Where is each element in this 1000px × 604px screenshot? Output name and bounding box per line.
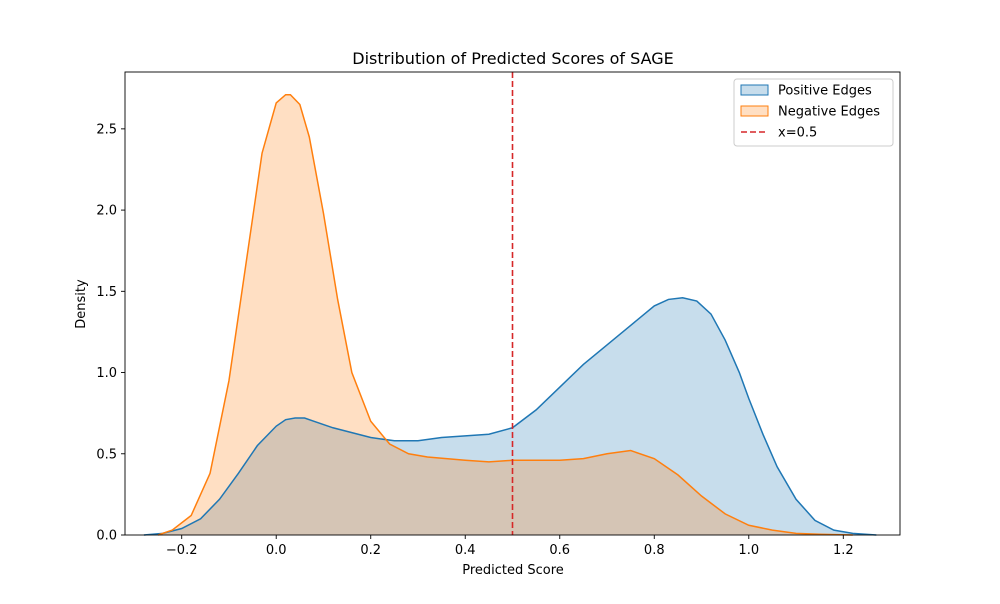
axes-frame	[124, 71, 901, 536]
x-tick-label: 1.0	[738, 543, 759, 558]
series-1-fill	[158, 94, 853, 536]
y-tick-label: 1.0	[96, 366, 117, 381]
series-1-line	[157, 93, 853, 536]
y-tick-label: 0.0	[96, 529, 117, 544]
x-tick-label: 0.8	[644, 543, 665, 558]
legend: Positive Edges Negative Edges x=0.5	[733, 78, 894, 147]
x-tick-label: −0.2	[166, 543, 198, 558]
legend-swatch-0	[740, 84, 769, 96]
x-tick-label: 1.2	[833, 543, 854, 558]
x-axis-label: Predicted Score	[462, 563, 564, 578]
legend-swatch-1	[740, 105, 769, 117]
legend-label-1: Negative Edges	[778, 105, 880, 120]
x-tick-label: 0.0	[266, 543, 287, 558]
y-tick-label: 2.5	[96, 122, 117, 137]
x-tick-label: 0.2	[360, 543, 381, 558]
x-tick-label: 0.6	[549, 543, 570, 558]
series-0-fill	[143, 297, 877, 535]
chart-title: Distribution of Predicted Scores of SAGE	[352, 49, 674, 68]
x-tick-label: 0.4	[455, 543, 476, 558]
axes: −0.2 0.0 0.2 0.4 0.6 0.8 1.0 1.2 0.0 0.5 1.0 1.5 2.0…	[96, 71, 901, 558]
y-tick-label: 0.5	[96, 447, 117, 462]
y-axis-label: Density	[74, 279, 89, 329]
plot-area	[143, 72, 877, 536]
series-0-line	[143, 297, 877, 536]
legend-box	[733, 78, 894, 147]
legend-label-reference: x=0.5	[778, 126, 817, 141]
y-tick-label: 2.0	[96, 204, 117, 219]
y-tick-label: 1.5	[96, 285, 117, 300]
legend-label-0: Positive Edges	[778, 84, 872, 99]
